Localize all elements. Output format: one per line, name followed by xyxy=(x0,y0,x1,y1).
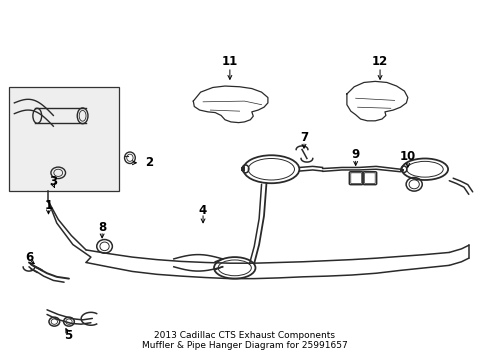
Text: 11: 11 xyxy=(221,55,238,68)
Text: 12: 12 xyxy=(371,55,387,68)
Text: 6: 6 xyxy=(25,251,33,264)
Text: 5: 5 xyxy=(64,329,72,342)
Text: 10: 10 xyxy=(399,150,415,163)
Text: 1: 1 xyxy=(44,199,52,212)
Bar xyxy=(9,87,119,191)
Text: 2013 Cadillac CTS Exhaust Components
Muffler & Pipe Hanger Diagram for 25991657: 2013 Cadillac CTS Exhaust Components Muf… xyxy=(142,331,346,350)
Text: 3: 3 xyxy=(49,175,57,188)
Text: 8: 8 xyxy=(98,221,106,234)
Text: 4: 4 xyxy=(199,204,207,217)
Text: 2: 2 xyxy=(145,156,153,169)
Text: 9: 9 xyxy=(351,148,359,161)
Text: 7: 7 xyxy=(299,131,307,144)
